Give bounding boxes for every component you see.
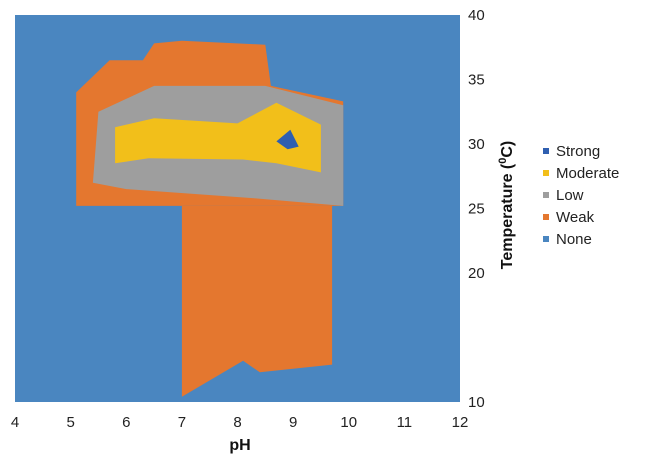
x-tick-label: 12 xyxy=(452,414,469,431)
y-tick-label: 35 xyxy=(468,72,485,89)
y-tick-label: 40 xyxy=(468,7,485,24)
x-axis-title: pH xyxy=(229,437,250,454)
contour-regions xyxy=(70,40,349,397)
legend-label-none: None xyxy=(556,231,592,248)
region-weak-2 xyxy=(181,205,333,397)
x-tick-label: 8 xyxy=(233,414,241,431)
legend-swatch-moderate xyxy=(543,170,549,176)
region-moderate-1 xyxy=(115,102,321,173)
y-tick-label: 10 xyxy=(468,394,485,411)
x-tick-label: 9 xyxy=(289,414,297,431)
x-tick-label: 11 xyxy=(397,414,413,431)
legend-label-low: Low xyxy=(556,187,584,204)
legend: Strong Moderate Low Weak None xyxy=(543,143,619,248)
y-tick-label: 20 xyxy=(468,265,485,282)
legend-label-weak: Weak xyxy=(556,209,595,226)
y-axis-ticks: 10 20 25 30 35 40 xyxy=(468,7,485,411)
y-tick-label: 30 xyxy=(468,136,485,153)
legend-label-strong: Strong xyxy=(556,143,600,160)
legend-swatch-strong xyxy=(543,148,549,154)
x-tick-label: 5 xyxy=(66,414,74,431)
x-axis-ticks: 4 5 6 7 8 9 10 11 12 xyxy=(11,414,469,431)
x-tick-label: 6 xyxy=(122,414,130,431)
x-tick-label: 10 xyxy=(340,414,357,431)
legend-swatch-low xyxy=(543,192,549,198)
y-axis-title: Temperature (0C) xyxy=(497,141,516,270)
y-tick-label: 25 xyxy=(468,201,485,218)
x-tick-label: 4 xyxy=(11,414,19,431)
legend-swatch-none xyxy=(543,236,549,242)
legend-label-moderate: Moderate xyxy=(556,165,619,182)
region-strong-1 xyxy=(276,129,299,150)
legend-swatch-weak xyxy=(543,214,549,220)
x-tick-label: 7 xyxy=(178,414,186,431)
